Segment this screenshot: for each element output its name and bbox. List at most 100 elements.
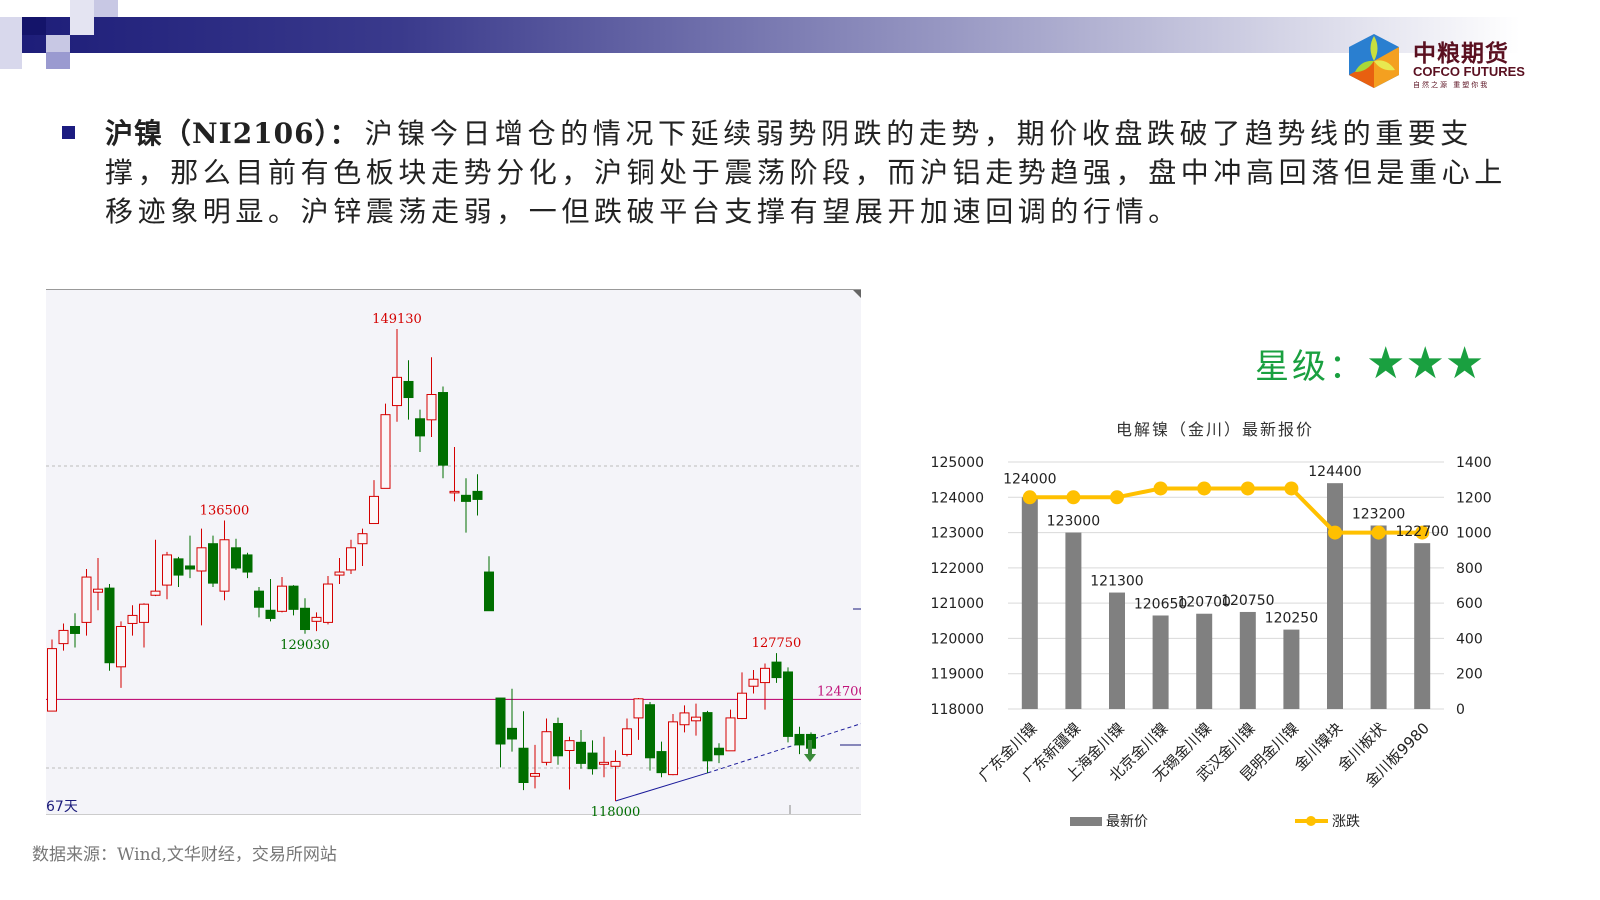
candle-body	[691, 716, 701, 722]
candle-body	[323, 583, 333, 623]
price-annotation: 129030	[280, 638, 330, 653]
change-marker	[1153, 481, 1168, 496]
left-axis-tick: 121000	[931, 596, 984, 612]
left-axis-tick: 125000	[931, 455, 984, 471]
right-axis-tick: 1000	[1456, 526, 1492, 542]
legend-line-label: 涨跌	[1332, 814, 1360, 830]
bar-value-label: 124000	[1003, 471, 1056, 487]
change-marker	[1328, 525, 1342, 540]
candle-body	[438, 392, 448, 466]
change-marker	[1022, 490, 1037, 505]
candle-body	[564, 740, 575, 752]
candle-body	[208, 543, 218, 584]
star-rating: 星级：★★★	[1255, 338, 1484, 389]
commentary-title: 沪镍（NI2106）：	[105, 117, 359, 150]
price-bar	[1327, 483, 1343, 709]
candle-body	[472, 490, 483, 500]
candle-body	[541, 731, 552, 763]
corner-icon	[853, 290, 861, 298]
candle-body	[737, 692, 747, 720]
candle-body	[518, 747, 529, 784]
right-axis-tick: 200	[1456, 667, 1483, 683]
bar-value-label: 123200	[1352, 507, 1405, 523]
right-axis-tick: 400	[1456, 631, 1483, 647]
support-line-label: 124700	[817, 684, 861, 699]
change-marker	[1240, 481, 1255, 496]
candle-body	[47, 648, 57, 712]
legend-bar-label: 最新价	[1106, 814, 1148, 830]
candle-body	[81, 576, 92, 623]
bar-value-label: 123000	[1047, 514, 1100, 530]
candle-body	[461, 494, 471, 502]
candle-body	[449, 490, 460, 494]
candle-body	[104, 587, 115, 664]
left-axis-tick: 123000	[931, 526, 984, 542]
price-bar	[1239, 611, 1256, 709]
trend-line-extension	[707, 723, 861, 774]
bar-value-label: 120650	[1134, 596, 1187, 612]
legend-line-marker	[1306, 816, 1316, 826]
candle-body	[277, 585, 287, 612]
down-arrow-icon	[804, 740, 816, 762]
candle-body	[357, 533, 368, 545]
commentary-line: 沪镍（NI2106）： 沪镍今日增仓的情况下延续弱势阴跌的走势，期价收盘跌破了趋势…	[105, 117, 1474, 150]
candle-body	[783, 671, 793, 737]
candle-body	[656, 751, 667, 774]
right-axis-tick: 600	[1456, 596, 1483, 612]
candle-body	[219, 539, 230, 592]
candle-body	[196, 547, 207, 572]
rating-label: 星级：	[1255, 347, 1366, 387]
candle-body	[576, 741, 586, 764]
price-bar	[1109, 592, 1125, 709]
candle-body	[771, 661, 782, 679]
bar-value-label: 124400	[1308, 464, 1361, 480]
bar-value-label: 121300	[1090, 574, 1143, 590]
candlestick-chart: 124700 149130 136500 129030 127750 118000 67天	[46, 290, 861, 816]
price-bar	[1283, 629, 1300, 709]
candle-body	[288, 585, 299, 610]
candle-body	[300, 607, 310, 631]
candle-body	[185, 565, 195, 570]
price-annotation: 149130	[372, 312, 422, 327]
candle-body	[369, 495, 379, 525]
chart-title: 电解镍（金川）最新报价	[1116, 420, 1314, 439]
nickel-price-chart: 电解镍（金川）最新报价 118000 119000 120000 121000 12200…	[931, 420, 1492, 830]
bullet-square-icon	[62, 126, 75, 139]
right-axis-tick: 1200	[1456, 490, 1492, 506]
candlestick-chart-panel: 124700 149130 136500 129030 127750 118000 67天	[46, 289, 861, 816]
candle-body	[610, 760, 621, 767]
candle-body	[645, 704, 655, 759]
header-square	[22, 17, 46, 35]
candle-body	[668, 721, 678, 776]
price-bar	[1370, 525, 1387, 709]
change-marker	[1415, 525, 1430, 540]
bar-value-label: 120750	[1221, 593, 1274, 609]
change-marker	[1197, 481, 1212, 496]
candle-body	[392, 376, 402, 407]
price-annotation: 136500	[200, 503, 250, 518]
candle-body	[495, 697, 506, 745]
change-marker	[1066, 490, 1081, 505]
candle-body	[403, 380, 414, 399]
candle-body	[702, 712, 713, 762]
left-axis-tick: 118000	[931, 702, 984, 718]
candle-body	[587, 752, 598, 770]
candle-body	[633, 698, 644, 719]
header-square	[0, 17, 22, 69]
candle-body	[530, 773, 540, 777]
candle-body	[254, 590, 264, 608]
candle-body	[748, 678, 759, 687]
candle-body	[242, 554, 253, 573]
right-axis-tick: 0	[1456, 702, 1465, 718]
price-bar	[1414, 543, 1431, 709]
right-axis-tick: 800	[1456, 561, 1483, 577]
candle-body	[599, 761, 609, 765]
commentary-line: 撑，那么目前有色板块走势分化，沪铜处于震荡阶段，而沪铝走势趋强，盘中冲高回落但是…	[105, 156, 1507, 189]
candle-body	[93, 588, 103, 593]
candle-body	[334, 571, 345, 576]
candle-body	[415, 418, 425, 437]
period-label: 67天	[46, 799, 78, 815]
candle-body	[622, 728, 632, 755]
candle-body	[311, 616, 322, 622]
left-axis-tick: 120000	[931, 631, 984, 647]
